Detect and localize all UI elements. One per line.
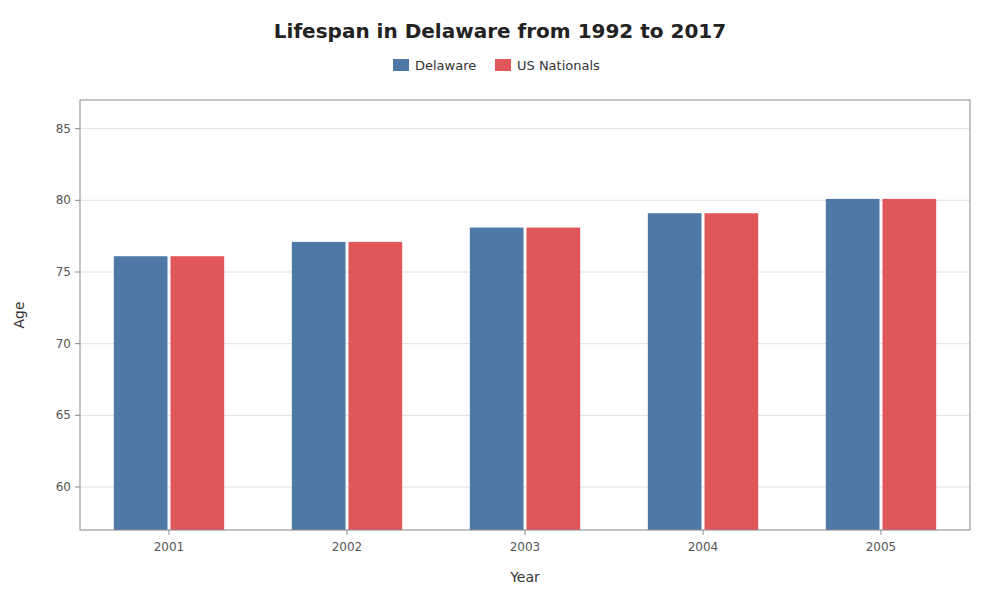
bar <box>292 242 346 530</box>
y-tick-label: 80 <box>56 193 71 207</box>
x-tick-label: 2003 <box>510 540 541 554</box>
bar <box>349 242 403 530</box>
x-tick-label: 2004 <box>688 540 719 554</box>
legend-swatch <box>495 59 511 71</box>
y-tick <box>75 200 80 201</box>
chart-container: Lifespan in Delaware from 1992 to 2017 60… <box>0 0 1000 600</box>
bar <box>883 199 937 530</box>
y-tick-label: 85 <box>56 122 71 136</box>
bars <box>114 199 936 530</box>
x-tick <box>347 530 348 535</box>
legend-label: Delaware <box>415 58 476 73</box>
x-tick-label: 2002 <box>332 540 363 554</box>
x-tick <box>703 530 704 535</box>
y-tick <box>75 128 80 129</box>
legend: Delaware US Nationals <box>393 58 600 73</box>
x-tick <box>169 530 170 535</box>
y-tick-label: 60 <box>56 480 71 494</box>
legend-swatch <box>393 59 409 71</box>
bar <box>114 256 168 530</box>
page: {"chart_data": {"type": "bar", "title": … <box>0 0 1000 600</box>
title: Lifespan in Delaware from 1992 to 2017 <box>274 19 726 43</box>
bar <box>826 199 880 530</box>
x-tick <box>881 530 882 535</box>
x-tick-label: 2005 <box>866 540 897 554</box>
y-tick-label: 65 <box>56 408 71 422</box>
y-tick <box>75 272 80 273</box>
y-axis-label: Age <box>11 301 27 328</box>
x-axis-label: Year <box>509 569 540 585</box>
bar <box>470 228 524 530</box>
grid-line <box>80 128 970 129</box>
bar <box>648 213 702 530</box>
bar <box>171 256 225 530</box>
y-tick <box>75 343 80 344</box>
bar <box>527 228 581 530</box>
y-tick-label: 75 <box>56 265 71 279</box>
x-tick-label: 2001 <box>154 540 185 554</box>
chart-svg: Lifespan in Delaware from 1992 to 2017 60… <box>0 0 1000 600</box>
y-tick <box>75 415 80 416</box>
y-tick <box>75 487 80 488</box>
x-tick <box>525 530 526 535</box>
plot-frame <box>80 100 970 530</box>
legend-label: US Nationals <box>517 58 600 73</box>
y-tick-label: 70 <box>56 337 71 351</box>
bar <box>705 213 759 530</box>
